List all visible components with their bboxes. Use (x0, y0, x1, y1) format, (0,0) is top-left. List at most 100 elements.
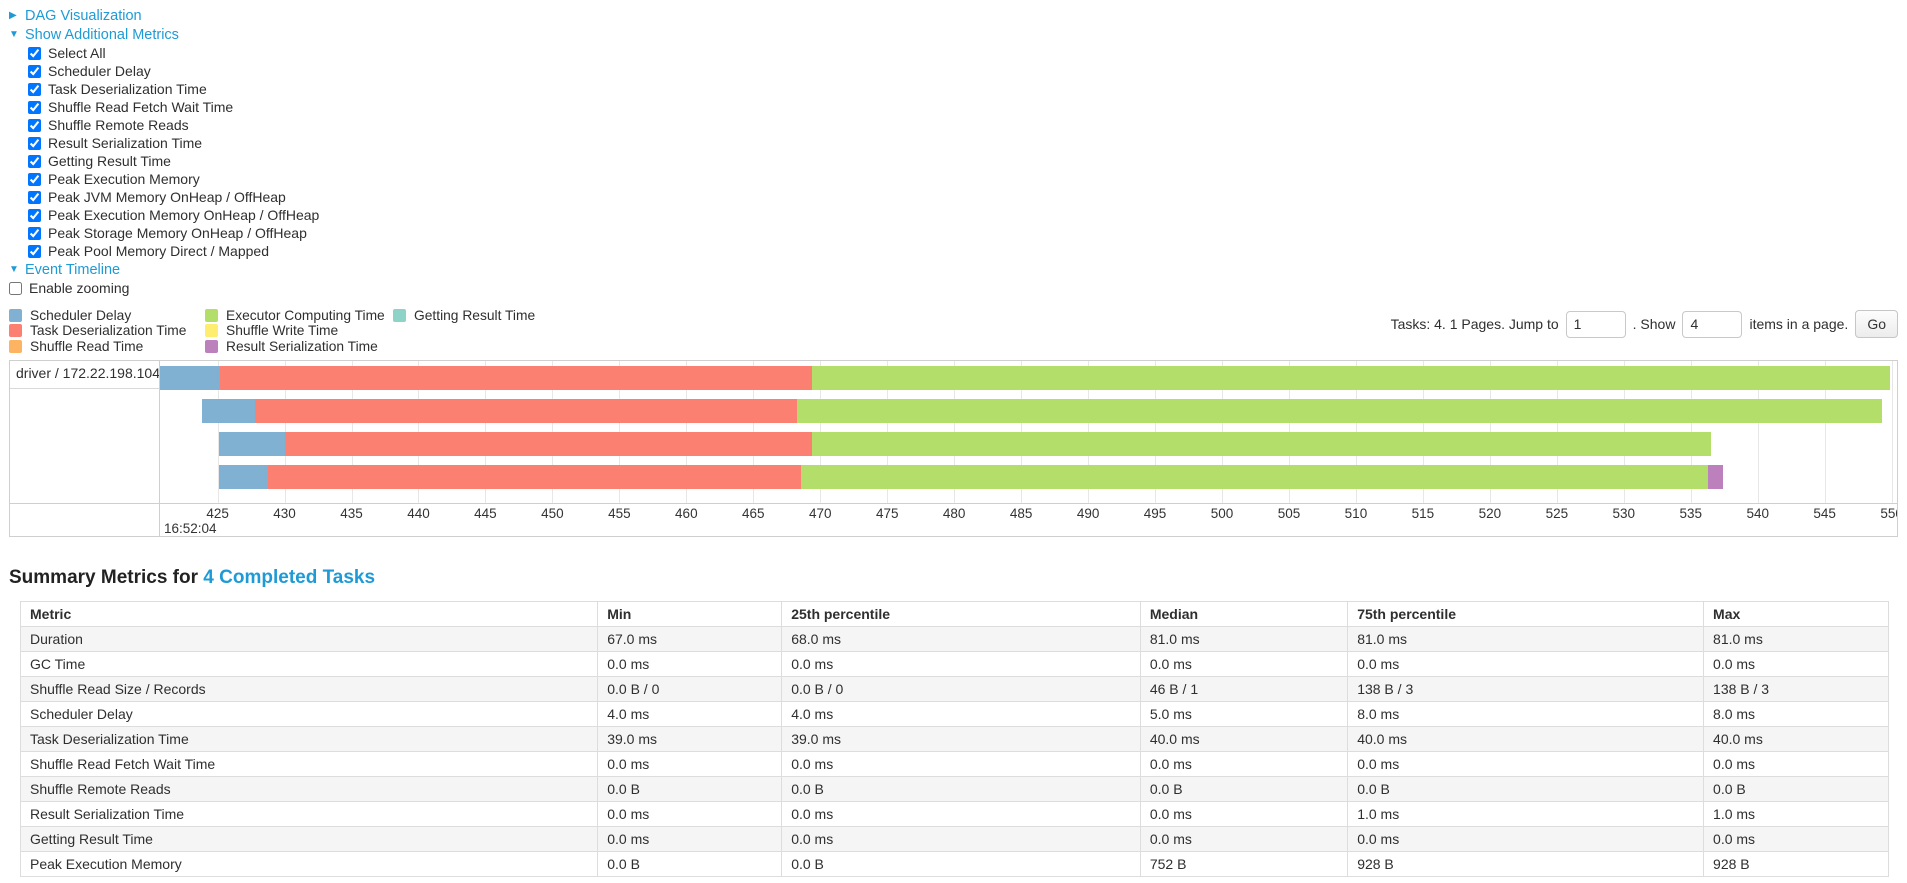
items-per-page-input[interactable] (1682, 310, 1743, 338)
enable-zooming-row: Enable zooming (9, 279, 1898, 297)
metric-checkbox-label: Peak Pool Memory Direct / Mapped (48, 243, 269, 259)
metric-checkbox-3[interactable] (28, 100, 41, 114)
metric-name-cell: Peak Execution Memory (19, 850, 599, 877)
task-bar-segment-result_serialization (1708, 464, 1723, 489)
show-additional-metrics-toggle[interactable]: ▼ Show Additional Metrics (9, 26, 1898, 44)
table-row: Task Deserialization Time 39.0 ms 39.0 ms 4… (19, 725, 1889, 752)
metric-checkbox-4[interactable] (28, 118, 41, 132)
metric-checkbox-10[interactable] (28, 226, 41, 240)
metric-value-cell: 0.0 ms (1139, 750, 1349, 777)
shuffle_read-swatch-icon (9, 339, 22, 353)
metric-name-cell: Scheduler Delay (19, 700, 599, 727)
table-row: Shuffle Read Size / Records 0.0 B / 0 0.0 … (19, 675, 1889, 702)
axis-tick-label: 470 (808, 505, 832, 521)
metric-checkbox-label: Peak JVM Memory OnHeap / OffHeap (48, 189, 286, 205)
legend-label: Task Deserialization Time (30, 323, 187, 339)
metric-value-cell: 0.0 ms (1139, 825, 1349, 852)
task-bar-segment-task_deserialization (284, 431, 813, 456)
metric-name-cell: Shuffle Read Size / Records (19, 675, 599, 702)
table-header-row: Metric Min 25th percentile Median 75th perce… (19, 600, 1889, 627)
show-additional-metrics-label: Show Additional Metrics (25, 27, 179, 43)
event-timeline-toggle[interactable]: ▼ Event Timeline (9, 261, 1898, 279)
axis-tick-label: 540 (1746, 505, 1769, 521)
legend-label: Shuffle Write Time (226, 323, 339, 339)
metric-value-cell: 0.0 ms (1347, 825, 1705, 852)
go-button[interactable]: Go (1855, 310, 1898, 338)
event-timeline-chart: driver / 172.22.198.104 16:52:04 425 430 4… (9, 359, 1898, 537)
metric-checkbox-label: Task Deserialization Time (48, 81, 207, 97)
metric-value-cell: 0.0 B / 0 (597, 675, 783, 702)
metric-checkbox-row: Shuffle Remote Reads (28, 116, 1898, 134)
gridline (1891, 360, 1893, 503)
metric-checkbox-11[interactable] (28, 244, 41, 258)
metric-checkbox-9[interactable] (28, 208, 41, 222)
axis-tick-label: 440 (407, 505, 430, 521)
legend-item-task_deserialization: Task Deserialization Time (9, 323, 205, 339)
metric-name-cell: Shuffle Remote Reads (19, 775, 599, 802)
metric-name-cell: GC Time (19, 650, 599, 677)
metric-checkbox-5[interactable] (28, 136, 41, 150)
completed-tasks-link[interactable]: 4 Completed Tasks (203, 566, 376, 588)
metric-checkbox-7[interactable] (28, 172, 41, 186)
task-bar-segment-executor_computing (812, 365, 1891, 390)
metric-value-cell: 0.0 B (781, 850, 1141, 877)
pagination-mid-text: . Show (1632, 316, 1676, 332)
gridline (1824, 360, 1826, 503)
metrics-checkbox-list: Select All Scheduler Delay Task Deserializ… (9, 44, 1898, 260)
axis-tick-label: 505 (1277, 505, 1301, 521)
metric-checkbox-row: Peak Execution Memory OnHeap / OffHeap (28, 206, 1898, 224)
metric-checkbox-6[interactable] (28, 154, 41, 168)
metric-checkbox-2[interactable] (28, 82, 41, 96)
metric-value-cell: 8.0 ms (1347, 700, 1705, 727)
metric-value-cell: 0.0 B (781, 775, 1141, 802)
metric-checkbox-8[interactable] (28, 190, 41, 204)
pagination-prefix-text: Tasks: 4. 1 Pages. Jump to (1390, 316, 1559, 332)
axis-tick-label: 550 (1880, 505, 1897, 521)
metric-checkbox-row: Peak Execution Memory (28, 170, 1898, 188)
metric-value-cell: 0.0 ms (1703, 650, 1889, 677)
axis-tick-label: 520 (1478, 505, 1502, 521)
table-column-header: Metric (19, 600, 599, 627)
jump-to-page-input[interactable] (1565, 310, 1626, 338)
summary-title-prefix: Summary Metrics for (9, 566, 204, 588)
legend-column: Getting Result Time (393, 308, 535, 323)
table-row: Scheduler Delay 4.0 ms 4.0 ms 5.0 ms 8.0 ms 8… (19, 700, 1889, 727)
enable-zooming-checkbox[interactable] (9, 281, 22, 295)
chart-group-label-column: driver / 172.22.198.104 (10, 360, 160, 503)
caret-down-icon: ▼ (9, 264, 19, 275)
axis-tick-label: 530 (1612, 505, 1636, 521)
table-column-header: 25th percentile (781, 600, 1141, 627)
table-column-header: 75th percentile (1347, 600, 1705, 627)
metric-value-cell: 0.0 ms (1139, 800, 1349, 827)
axis-tick-label: 460 (675, 505, 698, 521)
metric-value-cell: 4.0 ms (597, 700, 783, 727)
metric-value-cell: 0.0 ms (781, 800, 1141, 827)
legend-item-result_serialization: Result Serialization Time (205, 339, 393, 354)
metric-value-cell: 67.0 ms (597, 625, 783, 652)
metric-value-cell: 0.0 ms (1139, 650, 1349, 677)
chart-time-axis: 16:52:04 425 430 435 440 445 450 455 460 465 470 4… (160, 502, 1897, 536)
legend-item-scheduler_delay: Scheduler Delay (9, 308, 205, 323)
metric-checkbox-1[interactable] (28, 64, 41, 78)
task-bar-segment-executor_computing (812, 431, 1711, 456)
metric-checkbox-label: Scheduler Delay (48, 63, 151, 79)
legend-label: Scheduler Delay (30, 307, 132, 323)
metric-value-cell: 0.0 B / 0 (781, 675, 1141, 702)
table-column-header: Min (597, 600, 783, 627)
metric-value-cell: 0.0 B (597, 850, 783, 877)
metric-value-cell: 928 B (1347, 850, 1705, 877)
metric-value-cell: 1.0 ms (1347, 800, 1705, 827)
table-row: Shuffle Remote Reads 0.0 B 0.0 B 0.0 B 0.0 B… (19, 775, 1889, 802)
axis-tick-label: 465 (742, 505, 765, 521)
metric-value-cell: 928 B (1703, 850, 1889, 877)
legend-label: Getting Result Time (414, 307, 536, 323)
metric-value-cell: 5.0 ms (1139, 700, 1349, 727)
scheduler_delay-swatch-icon (9, 308, 22, 322)
dag-visualization-toggle[interactable]: ▶ DAG Visualization (9, 7, 1898, 25)
metric-checkbox-0[interactable] (28, 46, 41, 60)
metric-value-cell: 0.0 ms (781, 750, 1141, 777)
metric-checkbox-row: Task Deserialization Time (28, 80, 1898, 98)
metric-value-cell: 81.0 ms (1703, 625, 1889, 652)
getting_result-swatch-icon (393, 308, 406, 322)
